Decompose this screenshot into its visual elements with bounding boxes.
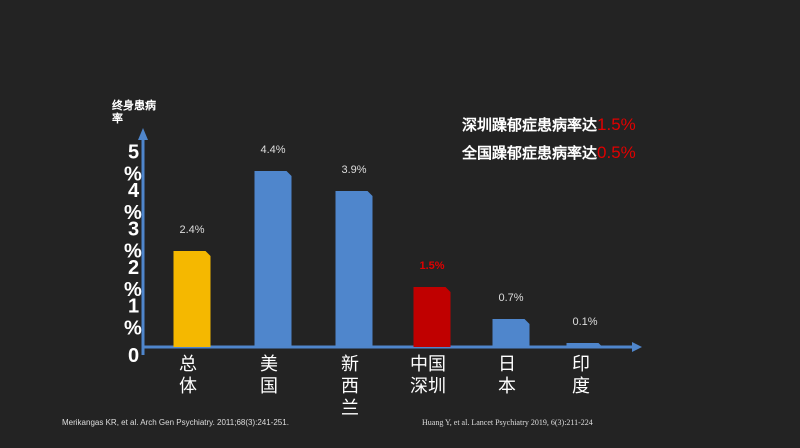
x-axis-arrow — [632, 342, 642, 352]
x-tick-label: 西 — [341, 376, 359, 397]
y-tick-percent: % — [124, 164, 142, 186]
bar-0 — [173, 251, 211, 347]
x-tick-label: 国 — [260, 376, 278, 397]
y-tick-percent: % — [124, 202, 142, 224]
x-tick-label: 体 — [179, 376, 197, 397]
y-tick-percent: % — [124, 279, 142, 301]
y-tick-label: 2 — [128, 257, 139, 279]
data-label: 2.4% — [179, 224, 204, 236]
x-tick-label: 兰 — [341, 398, 359, 419]
x-tick-label: 总 — [179, 354, 197, 375]
y-tick-label: 3 — [128, 219, 139, 241]
x-tick-label: 本 — [498, 376, 516, 397]
x-tick-label: 深圳 — [410, 376, 446, 397]
x-tick-label: 中国 — [410, 354, 446, 375]
data-label: 1.5% — [419, 260, 444, 272]
x-tick-label: 美 — [260, 354, 278, 375]
reference-2: Huang Y, et al. Lancet Psychiatry 2019, … — [422, 418, 593, 427]
bar-1 — [254, 171, 292, 347]
data-label: 3.9% — [341, 164, 366, 176]
x-tick-label: 新 — [341, 354, 359, 375]
y-axis-label: 终身患病率 — [112, 100, 156, 125]
y-axis-arrow — [138, 128, 148, 140]
data-label: 0.1% — [572, 316, 597, 328]
y-tick-percent: % — [124, 318, 142, 340]
bar-2 — [335, 191, 373, 347]
x-tick-label: 度 — [572, 376, 590, 397]
x-tick-label: 印 — [572, 354, 590, 375]
data-label: 4.4% — [260, 144, 285, 156]
y-tick-label: 4 — [128, 180, 140, 202]
bar-3 — [413, 287, 451, 347]
bar-4 — [492, 319, 530, 347]
data-label: 0.7% — [498, 292, 523, 304]
reference-1: Merikangas KR, et al. Arch Gen Psychiatr… — [62, 418, 289, 427]
annotation-national: 全国躁郁症患病率达0.5% — [462, 143, 636, 162]
y-tick-percent: % — [124, 241, 142, 263]
bar-5 — [566, 343, 604, 348]
x-tick-label: 日 — [498, 354, 516, 375]
y-tick-label: 1 — [128, 296, 139, 318]
annotation-shenzhen: 深圳躁郁症患病率达1.5% — [462, 115, 636, 134]
y-tick-label: 0 — [128, 345, 139, 367]
y-tick-label: 5 — [128, 142, 139, 164]
